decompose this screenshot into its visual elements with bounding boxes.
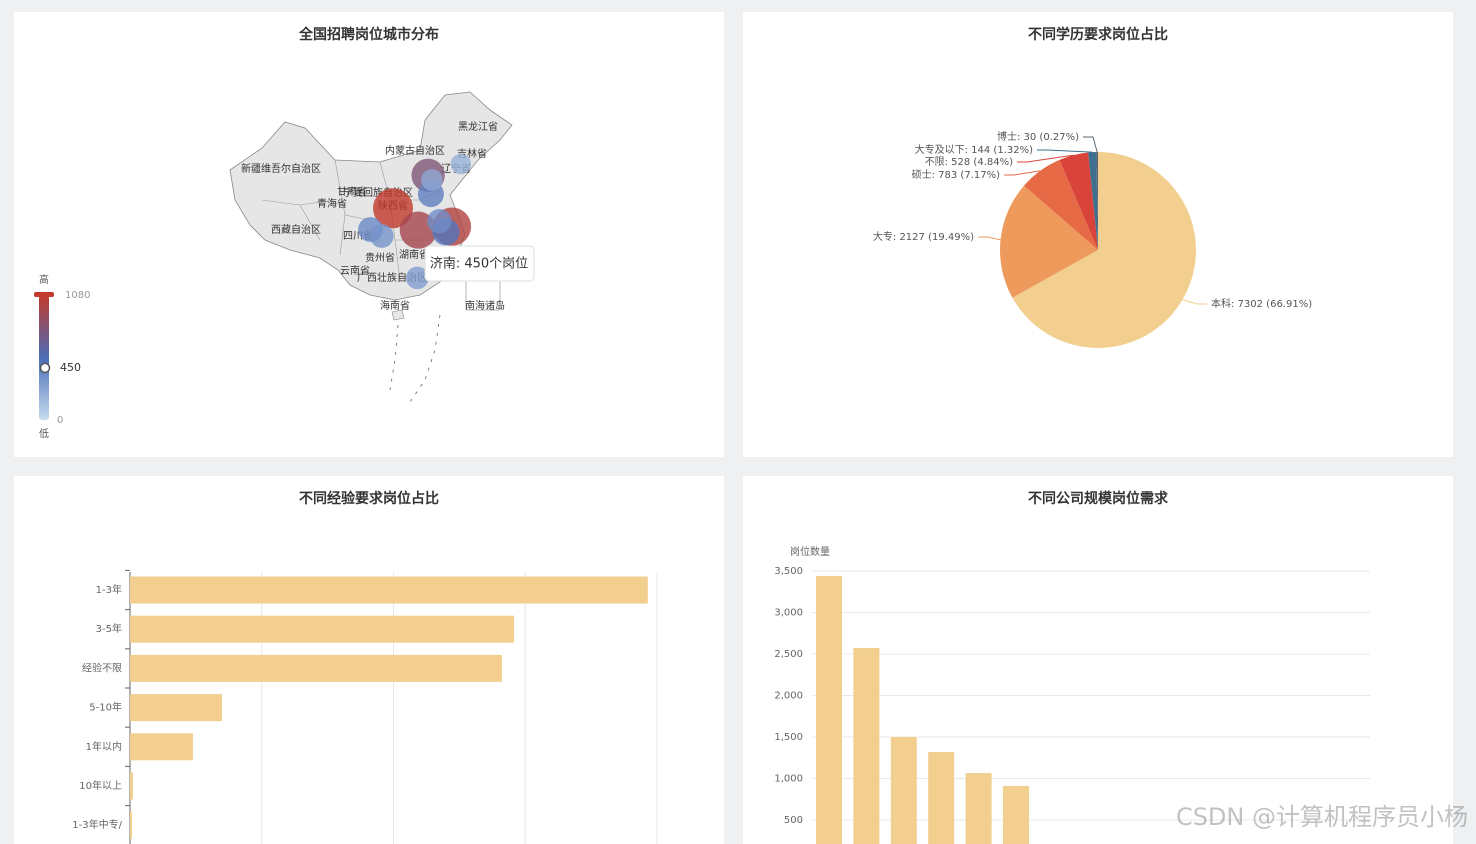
pie-label: 硕士: 783 (7.17%) [912, 168, 1000, 181]
pie-slice [1096, 152, 1098, 250]
chart-title: 不同经验要求岗位占比 [299, 490, 439, 507]
leader-line [1083, 136, 1098, 153]
city-bubble [427, 209, 452, 234]
visualmap-top-handle [34, 292, 54, 297]
bar [130, 615, 515, 643]
south-sea-dashes [389, 314, 441, 406]
pie-label: 不限: 528 (4.84%) [925, 156, 1013, 168]
y-tick-label: 1年以内 [86, 740, 122, 753]
city-bubble [421, 169, 443, 191]
region-label: 云南省 [340, 264, 370, 277]
bar [130, 772, 134, 800]
bar [816, 575, 842, 844]
pie-slice [1088, 152, 1098, 250]
region-label: 甘肃省 [337, 185, 367, 198]
visualmap-high: 高 [39, 273, 49, 286]
bar [130, 694, 222, 722]
bar [130, 576, 648, 604]
panel [743, 476, 1453, 844]
y-tick-label: 1,000 [774, 774, 803, 785]
y-tick-label: 2,000 [774, 691, 803, 702]
chart-title: 不同公司规模岗位需求 [1028, 490, 1169, 507]
bar [1003, 785, 1029, 844]
visualmap-bar [39, 295, 49, 420]
y-tick-label: 3,500 [774, 566, 803, 577]
leader-line [978, 236, 1001, 241]
y-tick-label: 2,500 [774, 649, 803, 660]
visualmap-indicator [39, 362, 51, 374]
bar [130, 811, 132, 839]
hainan [391, 309, 405, 321]
visualmap-indicator-label: 450 [60, 361, 81, 374]
y-tick-label: 1-3年中专/ [72, 818, 122, 831]
y-tick-label: 500 [784, 815, 803, 826]
bar [928, 752, 955, 844]
region-label: 西藏自治区 [271, 223, 321, 236]
region-label: 湖南省 [399, 248, 429, 261]
tooltip-box [424, 245, 535, 282]
city-bubble [450, 153, 472, 175]
leader-line [1182, 299, 1207, 305]
y-tick-label: 1,500 [774, 732, 803, 743]
pie-slice [999, 185, 1098, 298]
visualmap-low: 低 [39, 427, 49, 440]
y-tick-label: 5-10年 [89, 701, 122, 714]
pie-label: 博士: 30 (0.27%) [997, 130, 1079, 143]
y-tick-label: 3-5年 [96, 622, 122, 635]
y-tick-label: 经验不限 [82, 661, 122, 674]
region-label: 贵州省 [365, 251, 395, 264]
city-bubble [373, 188, 414, 229]
bar [965, 773, 992, 844]
y-tick-label: 10年以上 [79, 779, 122, 792]
pie-label: 大专及以下: 144 (1.32%) [915, 143, 1033, 156]
y-tick-label: 1-3年 [96, 583, 122, 596]
y-tick-label: 3,000 [774, 608, 803, 619]
leader-line [1037, 149, 1093, 153]
visualmap-max: 1080 [65, 290, 90, 301]
region-label: 海南省 [380, 299, 410, 312]
pie-label: 本科: 7302 (66.91%) [1211, 297, 1312, 310]
y-axis-label: 岗位数量 [790, 545, 830, 558]
city-bubble [369, 224, 394, 248]
bar [130, 733, 193, 761]
region-label: 青海省 [317, 197, 347, 210]
leader-line [1004, 170, 1041, 176]
visualmap-min: 0 [57, 415, 63, 426]
region-label: 内蒙古自治区 [385, 144, 445, 157]
chart-title: 不同学历要求岗位占比 [1028, 26, 1168, 43]
city-bubble [406, 266, 429, 290]
bar [853, 648, 880, 844]
bar [130, 654, 502, 682]
region-label: 黑龙江省 [458, 120, 498, 133]
pie-slice [1024, 159, 1098, 250]
watermark: CSDN @计算机程序员小杨 [1176, 803, 1468, 831]
bar [890, 737, 917, 844]
pie-label: 大专: 2127 (19.49%) [873, 230, 974, 243]
tooltip-text: 济南: 450个岗位 [430, 256, 528, 272]
leader-line [1017, 154, 1074, 163]
pie-slice [1059, 152, 1098, 250]
region-label: 南海诸岛 [465, 299, 505, 312]
chart-title: 全国招聘岗位城市分布 [298, 26, 439, 43]
region-label: 新疆维吾尔自治区 [241, 162, 321, 175]
pie-slice [1012, 152, 1197, 349]
